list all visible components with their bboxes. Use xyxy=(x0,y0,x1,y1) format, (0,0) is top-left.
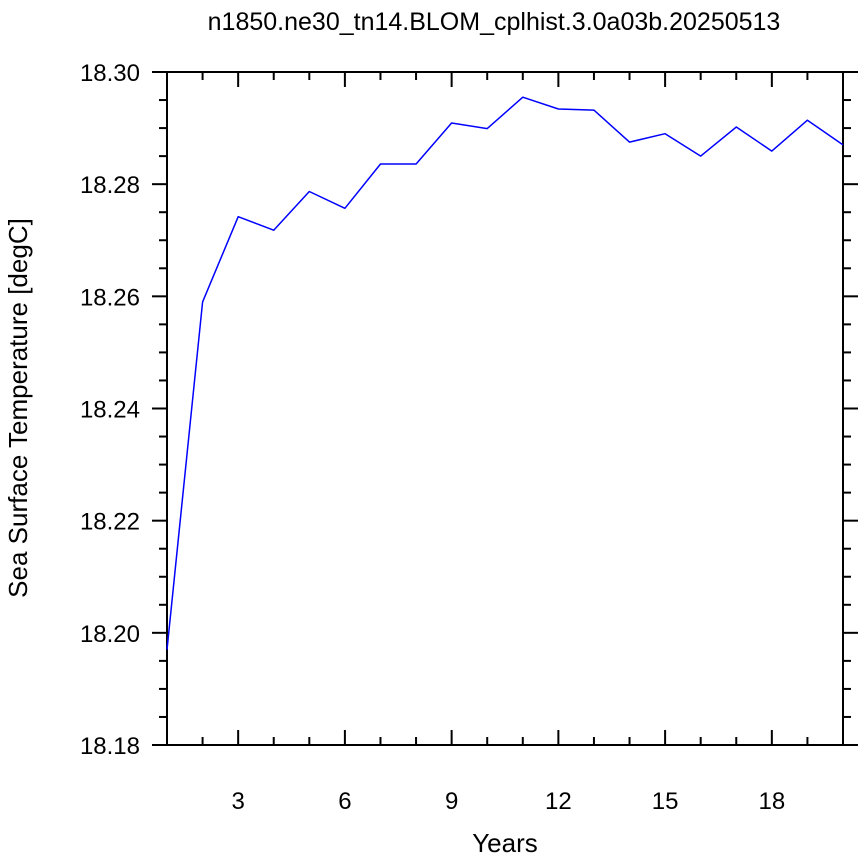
y-tick-label: 18.20 xyxy=(80,621,140,648)
chart-title: n1850.ne30_tn14.BLOM_cplhist.3.0a03b.202… xyxy=(208,8,781,36)
y-tick-label: 18.30 xyxy=(80,60,140,87)
y-tick-label: 18.22 xyxy=(80,509,140,536)
x-tick-label: 9 xyxy=(445,788,458,815)
y-axis-label: Sea Surface Temperature [degC] xyxy=(3,218,33,598)
x-tick-label: 15 xyxy=(652,788,679,815)
x-tick-label: 3 xyxy=(231,788,244,815)
y-axis-ticks xyxy=(152,71,858,746)
y-tick-label: 18.18 xyxy=(80,733,140,760)
y-tick-label: 18.28 xyxy=(80,172,140,199)
x-axis-label: Years xyxy=(472,828,538,858)
x-tick-label: 12 xyxy=(545,788,572,815)
y-tick-label: 18.24 xyxy=(80,397,140,424)
x-tick-label: 6 xyxy=(338,788,351,815)
series-line xyxy=(166,96,844,650)
x-axis-tick-labels: 3 6 9 12 15 18 xyxy=(231,788,785,815)
x-axis-ticks xyxy=(166,72,844,745)
series-layer xyxy=(166,96,844,650)
y-axis-tick-labels: 18.18 18.20 18.22 18.24 18.26 18.28 18.30 xyxy=(80,60,140,760)
y-tick-label: 18.26 xyxy=(80,284,140,311)
plot-frame xyxy=(166,71,844,746)
x-tick-label: 18 xyxy=(758,788,785,815)
